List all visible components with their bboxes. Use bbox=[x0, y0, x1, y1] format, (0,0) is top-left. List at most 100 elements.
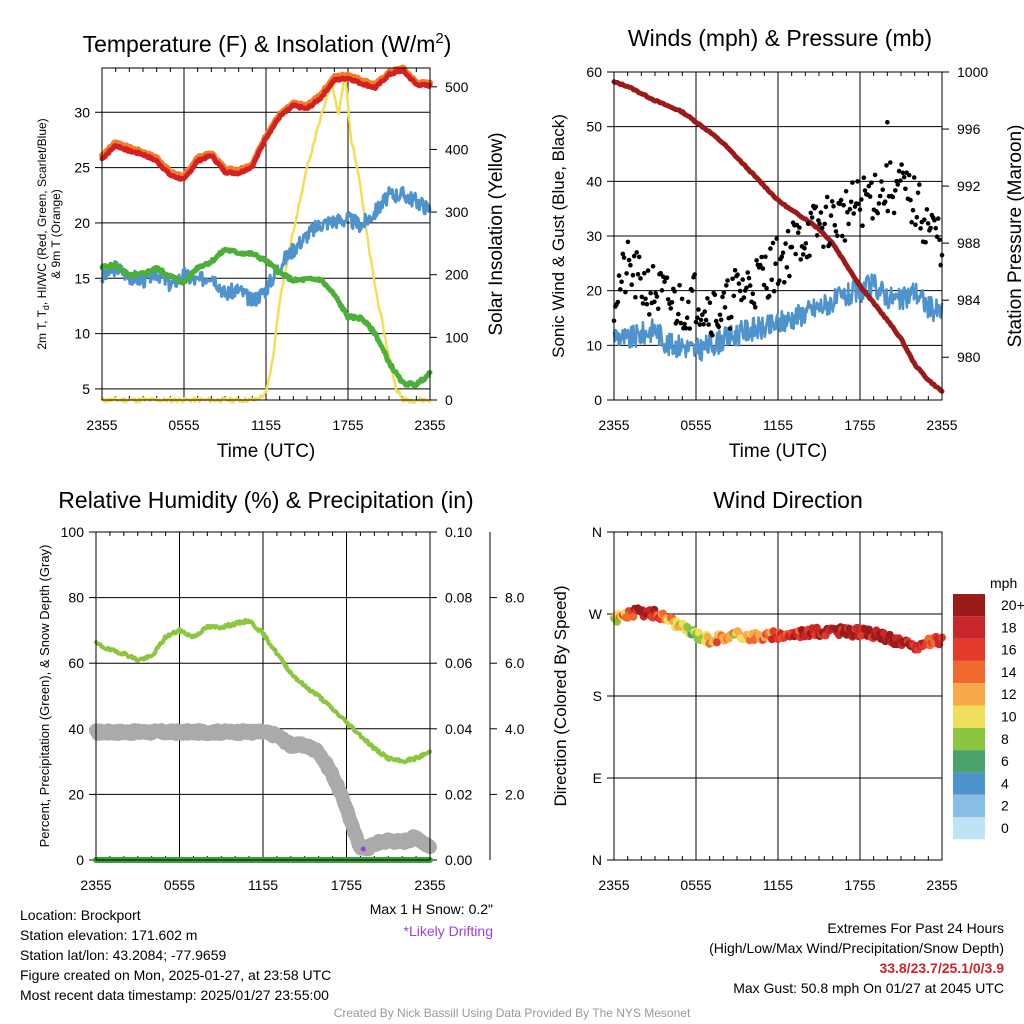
drifting-label: *Likely Drifting bbox=[403, 923, 493, 939]
gust-point bbox=[652, 299, 657, 305]
gust-point bbox=[922, 217, 927, 222]
snow-axis-tick-label: 2.0 bbox=[505, 786, 525, 802]
temp-title: Temperature (F) & Insolation (W/m2) bbox=[83, 30, 452, 57]
gust-point bbox=[917, 182, 922, 187]
gust-point bbox=[899, 162, 904, 167]
gust-point bbox=[735, 272, 740, 278]
gust-point bbox=[636, 254, 642, 260]
credit-label: Created By Nick Bassill Using Data Provi… bbox=[333, 1006, 691, 1020]
extremes-info: Extremes For Past 24 Hours (High/Low/Max… bbox=[709, 918, 1004, 998]
gust-point bbox=[710, 332, 715, 338]
gust-point bbox=[803, 241, 809, 246]
colorbar-label: 18 bbox=[1001, 619, 1017, 635]
temp-title-sup: 2 bbox=[435, 30, 443, 47]
rh-left-ytick-label: 0 bbox=[76, 852, 84, 868]
rh-left-ytick-label: 100 bbox=[61, 524, 85, 540]
gust-point bbox=[909, 219, 914, 225]
gust-point bbox=[769, 277, 774, 283]
gust-point bbox=[814, 233, 820, 238]
extremes-values: 33.8/23.7/25.1/0/3.9 bbox=[879, 960, 1004, 976]
temp-right-ytick-label: 400 bbox=[445, 141, 469, 157]
dewpoint-line bbox=[99, 246, 433, 389]
gust-point bbox=[750, 291, 756, 297]
gust-point bbox=[689, 288, 695, 293]
wind-plot-border bbox=[613, 71, 943, 401]
temp-xtick-label: 1755 bbox=[332, 417, 363, 433]
gust-point bbox=[808, 210, 814, 216]
temp-left-ytick-label: 15 bbox=[74, 270, 90, 286]
colorbar-label: 16 bbox=[1001, 642, 1017, 658]
gust-point bbox=[701, 322, 706, 327]
gust-point bbox=[773, 261, 778, 267]
wind-right-ytick-label: 992 bbox=[957, 178, 981, 194]
rh-left-ytick-label: 60 bbox=[68, 655, 84, 671]
gust-point bbox=[915, 190, 921, 196]
direction-point bbox=[629, 612, 638, 621]
dir-plot-border bbox=[613, 531, 943, 861]
gust-point bbox=[624, 271, 629, 276]
rh-right-ytick-label: 0.00 bbox=[445, 852, 472, 868]
snow-axis-tick-label: 8.0 bbox=[505, 590, 525, 606]
colorbar-label: 12 bbox=[1001, 686, 1017, 702]
gust-point bbox=[784, 265, 790, 270]
gust-point bbox=[633, 295, 638, 300]
gust-point bbox=[880, 187, 885, 192]
rh-xtick-label: 2355 bbox=[414, 877, 445, 893]
gust-point bbox=[823, 204, 829, 210]
gust-point bbox=[937, 237, 942, 243]
wind-xtick-label: 0555 bbox=[680, 417, 711, 433]
dir-left-ytick-label: N bbox=[592, 524, 602, 540]
wind-left-ytick-label: 0 bbox=[594, 392, 602, 408]
gust-point bbox=[848, 199, 854, 205]
wind-left-ytick-label: 60 bbox=[586, 64, 602, 80]
temp-plot-border bbox=[101, 67, 431, 401]
direction-point bbox=[885, 630, 894, 639]
direction-point bbox=[845, 624, 854, 633]
gust-point bbox=[895, 182, 901, 187]
gust-point bbox=[644, 301, 650, 307]
gust-point bbox=[838, 197, 844, 203]
gust-point bbox=[725, 278, 730, 283]
gust-point bbox=[910, 207, 916, 213]
gust-point bbox=[923, 240, 928, 245]
rh-right-ytick-label: 0.04 bbox=[445, 721, 472, 737]
gust-point bbox=[855, 179, 860, 184]
dir-left-ytick-label: E bbox=[593, 770, 602, 786]
direction-point bbox=[703, 633, 712, 641]
created-label: Figure created on Mon, 2025-01-27, at 23… bbox=[20, 967, 332, 983]
dir-title: Wind Direction bbox=[713, 487, 863, 513]
gust-point bbox=[683, 325, 689, 331]
wind-ylabel: Sonic Wind & Gust (Blue, Black) bbox=[549, 114, 568, 358]
gust-point bbox=[717, 312, 723, 318]
gust-point bbox=[766, 293, 772, 299]
temp-right-ytick-label: 200 bbox=[445, 267, 469, 283]
gust-point bbox=[634, 250, 639, 255]
gust-point bbox=[654, 294, 660, 299]
gust-point bbox=[779, 254, 785, 260]
gust-point bbox=[900, 170, 906, 176]
gust-point bbox=[678, 320, 684, 326]
gust-point bbox=[737, 288, 743, 294]
rh-xtick-label: 2355 bbox=[80, 877, 111, 893]
gust-point bbox=[669, 300, 675, 305]
station-info: Location: Brockport Station elevation: 1… bbox=[20, 905, 331, 1005]
gust-point bbox=[758, 262, 763, 268]
gust-point bbox=[746, 275, 752, 281]
gust-point bbox=[787, 273, 792, 279]
gust-point bbox=[629, 282, 634, 288]
gust-point bbox=[813, 204, 819, 210]
gust-point bbox=[745, 270, 750, 275]
gust-point bbox=[893, 188, 898, 193]
colorbar-swatch bbox=[953, 750, 985, 773]
max-snow-label: Max 1 H Snow: 0.2" bbox=[369, 901, 493, 917]
gust-point bbox=[650, 264, 656, 269]
colorbar-label: 8 bbox=[1001, 731, 1009, 747]
gust-point bbox=[837, 201, 843, 207]
colorbar-title: mph bbox=[990, 575, 1017, 591]
gust-point bbox=[770, 240, 776, 246]
gust-point bbox=[879, 179, 884, 184]
gust-point bbox=[818, 210, 824, 215]
gust-point bbox=[707, 300, 713, 306]
gust-point bbox=[777, 278, 782, 284]
gust-point bbox=[639, 294, 645, 300]
